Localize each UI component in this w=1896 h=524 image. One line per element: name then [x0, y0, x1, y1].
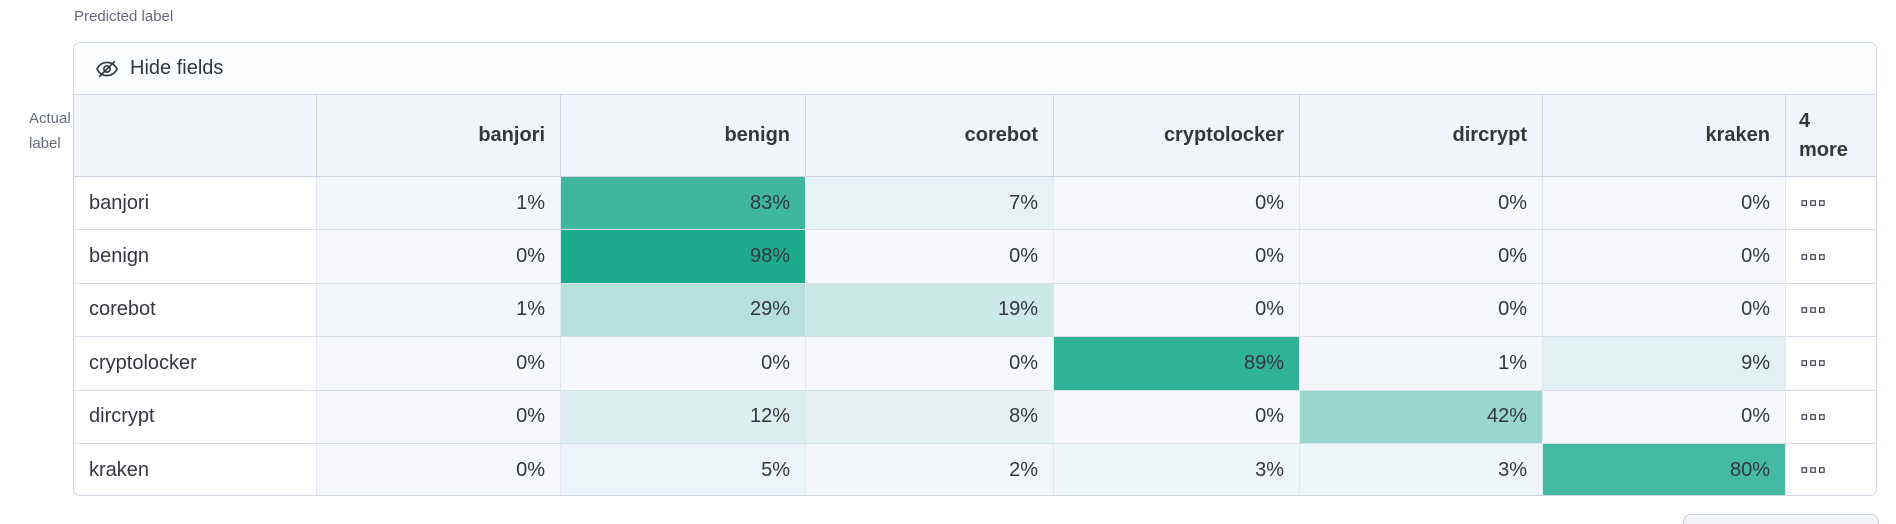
matrix-cell-banjori-cryptolocker[interactable]: 0% — [1054, 177, 1300, 231]
matrix-cell-benign-corebot[interactable]: 0% — [806, 230, 1054, 284]
grid-toolbar: Hide fields — [74, 43, 1876, 95]
predicted-axis-label: Predicted label — [74, 8, 174, 25]
more-values-cell-corebot[interactable] — [1786, 283, 1876, 338]
column-header-more[interactable]: 4 more — [1786, 95, 1876, 177]
more-values-cell-benign[interactable] — [1786, 230, 1876, 284]
column-header-kraken[interactable]: kraken — [1543, 95, 1786, 177]
row-header-kraken[interactable]: kraken — [74, 443, 317, 495]
boxes-horizontal-icon — [1801, 253, 1825, 261]
grid-corner-cell — [74, 95, 317, 177]
matrix-cell-kraken-dircrypt[interactable]: 3% — [1300, 443, 1543, 495]
actual-axis-label-line1: Actual — [29, 110, 71, 127]
matrix-cell-dircrypt-dircrypt[interactable]: 42% — [1300, 390, 1543, 444]
matrix-cell-banjori-dircrypt[interactable]: 0% — [1300, 177, 1543, 231]
boxes-horizontal-icon — [1801, 199, 1825, 207]
matrix-cell-cryptolocker-kraken[interactable]: 9% — [1543, 337, 1786, 391]
actual-axis-label-line2: label — [29, 135, 61, 152]
matrix-cell-cryptolocker-dircrypt[interactable]: 1% — [1300, 337, 1543, 391]
boxes-horizontal-icon — [1801, 466, 1825, 474]
matrix-cell-kraken-corebot[interactable]: 2% — [806, 443, 1054, 495]
matrix-cell-benign-cryptolocker[interactable]: 0% — [1054, 230, 1300, 284]
matrix-cell-kraken-kraken[interactable]: 80% — [1543, 443, 1786, 495]
matrix-cell-cryptolocker-benign[interactable]: 0% — [561, 337, 806, 391]
matrix-cell-benign-banjori[interactable]: 0% — [317, 230, 561, 284]
matrix-cell-banjori-benign[interactable]: 83% — [561, 177, 806, 231]
matrix-cell-kraken-cryptolocker[interactable]: 3% — [1054, 443, 1300, 495]
column-header-benign[interactable]: benign — [561, 95, 806, 177]
row-header-dircrypt[interactable]: dircrypt — [74, 390, 317, 444]
matrix-cell-banjori-kraken[interactable]: 0% — [1543, 177, 1786, 231]
boxes-horizontal-icon — [1801, 359, 1825, 367]
row-header-cryptolocker[interactable]: cryptolocker — [74, 337, 317, 391]
more-values-cell-banjori[interactable] — [1786, 177, 1876, 231]
matrix-cell-corebot-banjori[interactable]: 1% — [317, 283, 561, 338]
more-values-cell-dircrypt[interactable] — [1786, 390, 1876, 444]
eye-slash-icon — [95, 57, 119, 81]
column-header-dircrypt[interactable]: dircrypt — [1300, 95, 1543, 177]
row-header-benign[interactable]: benign — [74, 230, 317, 284]
matrix-cell-corebot-corebot[interactable]: 19% — [806, 283, 1054, 338]
more-values-cell-kraken[interactable] — [1786, 443, 1876, 495]
more-values-cell-cryptolocker[interactable] — [1786, 337, 1876, 391]
row-header-corebot[interactable]: corebot — [74, 283, 317, 338]
matrix-cell-cryptolocker-corebot[interactable]: 0% — [806, 337, 1054, 391]
column-header-cryptolocker[interactable]: cryptolocker — [1054, 95, 1300, 177]
matrix-cell-benign-benign[interactable]: 98% — [561, 230, 806, 284]
more-column-label: 4 more — [1799, 109, 1848, 161]
matrix-cell-corebot-dircrypt[interactable]: 0% — [1300, 283, 1543, 338]
confusion-matrix-panel: Hide fields banjori benign corebot cryptolo… — [73, 42, 1877, 496]
horizontal-scrollbar[interactable] — [1683, 514, 1879, 524]
matrix-cell-benign-dircrypt[interactable]: 0% — [1300, 230, 1543, 284]
matrix-cell-dircrypt-kraken[interactable]: 0% — [1543, 390, 1786, 444]
matrix-cell-dircrypt-banjori[interactable]: 0% — [317, 390, 561, 444]
matrix-cell-kraken-benign[interactable]: 5% — [561, 443, 806, 495]
matrix-cell-cryptolocker-banjori[interactable]: 0% — [317, 337, 561, 391]
actual-axis-label: Actual label — [29, 106, 71, 156]
boxes-horizontal-icon — [1801, 306, 1825, 314]
matrix-cell-corebot-benign[interactable]: 29% — [561, 283, 806, 338]
column-header-banjori[interactable]: banjori — [317, 95, 561, 177]
matrix-cell-dircrypt-benign[interactable]: 12% — [561, 390, 806, 444]
matrix-cell-cryptolocker-cryptolocker[interactable]: 89% — [1054, 337, 1300, 391]
matrix-cell-kraken-banjori[interactable]: 0% — [317, 443, 561, 495]
matrix-cell-banjori-corebot[interactable]: 7% — [806, 177, 1054, 231]
confusion-matrix-grid: banjori benign corebot cryptolocker dircrypt… — [74, 95, 1876, 495]
matrix-cell-dircrypt-corebot[interactable]: 8% — [806, 390, 1054, 444]
hide-fields-button[interactable]: Hide fields — [95, 57, 223, 81]
row-header-banjori[interactable]: banjori — [74, 177, 317, 231]
hide-fields-label: Hide fields — [130, 57, 224, 79]
boxes-horizontal-icon — [1801, 413, 1825, 421]
matrix-cell-corebot-cryptolocker[interactable]: 0% — [1054, 283, 1300, 338]
matrix-cell-banjori-banjori[interactable]: 1% — [317, 177, 561, 231]
matrix-cell-corebot-kraken[interactable]: 0% — [1543, 283, 1786, 338]
column-header-corebot[interactable]: corebot — [806, 95, 1054, 177]
matrix-cell-dircrypt-cryptolocker[interactable]: 0% — [1054, 390, 1300, 444]
matrix-cell-benign-kraken[interactable]: 0% — [1543, 230, 1786, 284]
